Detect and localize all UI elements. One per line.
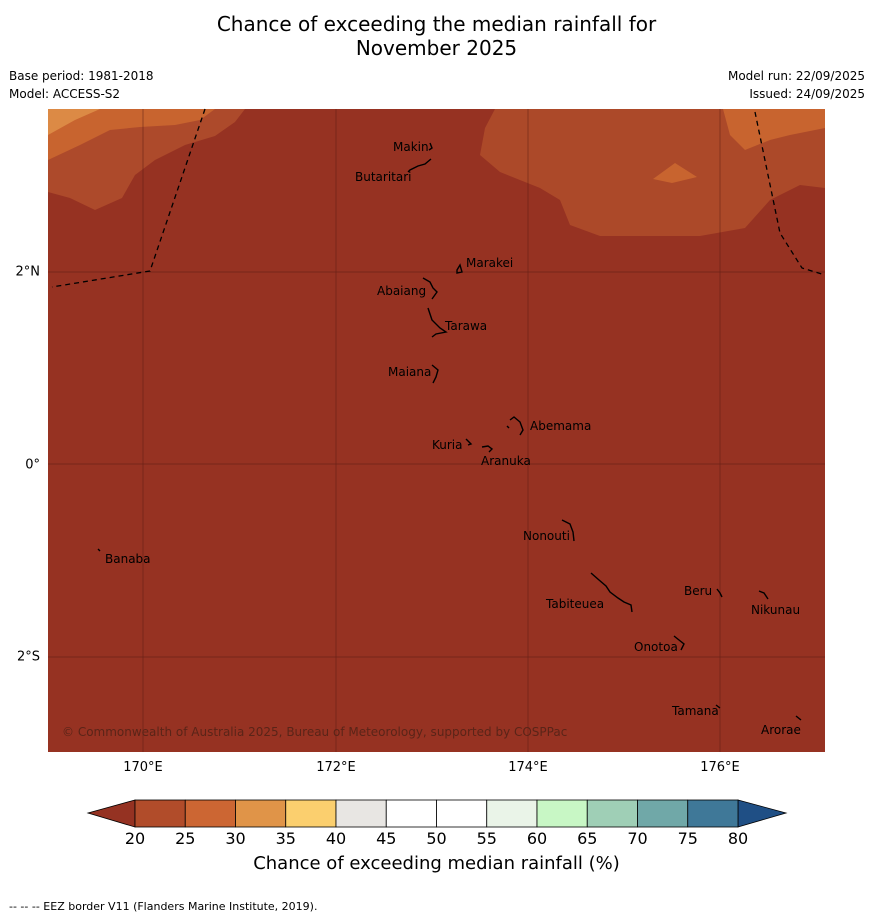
map-panel: Makin Butaritari Marakei Abaiang Tarawa …	[48, 108, 826, 752]
meta-left: Base period: 1981-2018 Model: ACCESS-S2	[9, 67, 154, 103]
label-tarawa: Tarawa	[444, 319, 487, 333]
colorbar-label-80: 80	[727, 829, 749, 848]
gridlines	[48, 109, 825, 752]
label-marakei: Marakei	[466, 256, 513, 270]
maiana-outline	[431, 364, 439, 384]
x-tick-174e: 174°E	[508, 760, 548, 775]
label-butaritari: Butaritari	[355, 170, 412, 184]
tarawa-outline	[427, 307, 448, 338]
nonouti-outline	[561, 519, 575, 542]
model-run: Model run: 22/09/2025	[727, 69, 865, 83]
colorbar-label-75: 75	[677, 829, 698, 848]
colorbar-cells	[134, 799, 739, 828]
colorbar-label-55: 55	[476, 829, 497, 848]
arorae-outline	[795, 715, 802, 721]
eez-border-east	[754, 111, 826, 276]
label-aranuka: Aranuka	[481, 454, 531, 468]
x-tick-172e: 172°E	[316, 760, 356, 775]
label-maiana: Maiana	[388, 365, 431, 379]
title-line-1: Chance of exceeding the median rainfall …	[216, 12, 657, 36]
colorbar-label-40: 40	[325, 829, 347, 848]
colorbar-title: Chance of exceeding median rainfall (%)	[253, 853, 620, 874]
abaiang-outline	[422, 277, 438, 300]
label-beru: Beru	[684, 584, 712, 598]
colorbar-over-triangle	[737, 799, 788, 828]
colorbar-cell-45-50	[385, 799, 437, 828]
y-tick-2n: 2°N	[15, 264, 41, 280]
label-arorae: Arorae	[761, 723, 801, 737]
meta-right: Model run: 22/09/2025 Issued: 24/09/2025	[728, 67, 865, 103]
label-makin: Makin	[393, 140, 429, 154]
title-line-2: November 2025	[355, 36, 518, 60]
colorbar-under-triangle	[86, 799, 136, 828]
eez-border-west	[51, 108, 206, 288]
colorbar-label-50: 50	[426, 829, 447, 848]
colorbar-cell-25-30	[184, 799, 236, 828]
tamana-outline	[715, 704, 721, 709]
label-onotoa: Onotoa	[634, 640, 678, 654]
y-tick-0: 0°	[25, 457, 40, 473]
colorbar-cell-50-55	[436, 799, 488, 828]
eez-borders	[51, 108, 826, 288]
colorbar-cell-75-80	[687, 799, 739, 828]
colorbar-cell-35-40	[285, 799, 337, 828]
eez-footnote: -- -- -- EEZ border V11 (Flanders Marine…	[9, 900, 318, 913]
region-30-35-patch	[653, 163, 697, 183]
island-outlines	[97, 142, 802, 721]
abemama-outline	[509, 416, 524, 436]
chart-title: Chance of exceeding the median rainfall …	[0, 12, 873, 60]
butaritari-outline	[407, 158, 432, 173]
issued-date: Issued: 24/09/2025	[749, 87, 865, 101]
copyright-notice: © Commonwealth of Australia 2025, Bureau…	[62, 725, 567, 739]
colorbar-label-25: 25	[175, 829, 196, 848]
x-tick-170e: 170°E	[123, 760, 163, 775]
label-abaiang: Abaiang	[377, 284, 426, 298]
label-nikunau: Nikunau	[751, 603, 800, 617]
label-kuria: Kuria	[432, 438, 463, 452]
label-abemama: Abemama	[530, 419, 591, 433]
colorbar-label-70: 70	[627, 829, 648, 848]
y-tick-2s: 2°S	[16, 649, 40, 665]
island-labels: Makin Butaritari Marakei Abaiang Tarawa …	[105, 140, 801, 737]
colorbar-cell-70-75	[637, 799, 689, 828]
colorbar-cell-20-25	[134, 799, 186, 828]
colorbar-label-45: 45	[376, 829, 397, 848]
region-30-35-left	[48, 109, 215, 160]
region-30-35-right	[723, 109, 825, 150]
model-name: Model: ACCESS-S2	[9, 87, 121, 101]
label-banaba: Banaba	[105, 552, 151, 566]
beru-outline	[716, 588, 723, 598]
kuria-outline	[465, 438, 473, 446]
banaba-outline	[97, 548, 101, 552]
colorbar-label-35: 35	[275, 829, 296, 848]
colorbar-label-60: 60	[526, 829, 548, 848]
label-nonouti: Nonouti	[523, 529, 570, 543]
x-tick-176e: 176°E	[700, 760, 740, 775]
makin-outline	[428, 142, 433, 151]
tabiteuea-outline	[590, 572, 633, 613]
nikunau-outline	[758, 590, 769, 600]
aranuka-outline	[481, 445, 494, 453]
colorbar-label-20: 20	[124, 829, 146, 848]
colorbar-cell-30-35	[235, 799, 287, 828]
label-tamana: Tamana	[671, 704, 719, 718]
colorbar-label-65: 65	[577, 829, 598, 848]
colorbar-cell-40-45	[335, 799, 387, 828]
onotoa-outline	[673, 635, 685, 651]
base-period: Base period: 1981-2018	[9, 69, 154, 83]
abemama-islet	[506, 425, 510, 429]
colorbar	[86, 799, 788, 828]
colorbar-cell-60-65	[536, 799, 588, 828]
marakei-outline	[456, 263, 463, 274]
colorbar-cell-65-70	[586, 799, 638, 828]
colorbar-cell-55-60	[486, 799, 538, 828]
label-tabiteuea: Tabiteuea	[545, 597, 604, 611]
region-35-40-left	[48, 109, 100, 135]
colorbar-label-30: 30	[225, 829, 246, 848]
